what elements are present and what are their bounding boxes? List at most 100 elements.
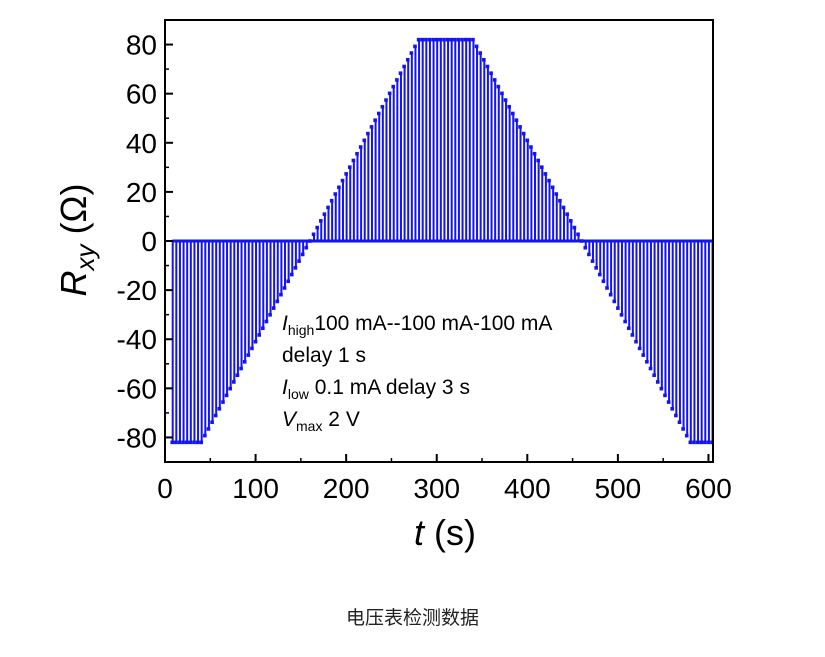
y-tick-label: -40: [117, 324, 157, 355]
y-tick-label: 0: [141, 226, 157, 257]
data-point: [677, 420, 682, 425]
data-point: [601, 279, 606, 284]
data-point: [706, 440, 711, 445]
data-point: [474, 44, 479, 49]
y-axis-label: Rxy (Ω): [53, 184, 100, 297]
data-point: [525, 138, 530, 143]
data-point: [511, 111, 515, 116]
data-point: [318, 219, 323, 223]
data-point: [540, 165, 544, 169]
data-point: [529, 145, 533, 149]
x-tick-label: 400: [504, 473, 551, 504]
data-point: [351, 158, 356, 163]
data-point: [681, 427, 685, 431]
data-point: [369, 125, 374, 129]
data-point: [590, 259, 595, 263]
data-point: [235, 373, 240, 378]
data-point: [250, 346, 254, 351]
annotation-line-1: Ihigh100 mA--100 mA-100 mA: [282, 312, 552, 338]
data-point: [398, 71, 403, 76]
data-point: [695, 440, 700, 445]
data-point: [558, 198, 562, 203]
y-tick-label: -80: [117, 422, 157, 453]
y-tick-label: 40: [126, 128, 157, 159]
data-point: [637, 346, 642, 351]
data-point: [471, 37, 475, 42]
data-point: [290, 272, 294, 277]
data-point: [703, 440, 707, 445]
data-point: [427, 37, 432, 42]
annotation: Ihigh100 mA--100 mA-100 mA delay 1 s Ilo…: [282, 312, 552, 434]
data-point: [210, 420, 214, 425]
data-point: [561, 205, 566, 210]
x-tick-label: 100: [232, 473, 279, 504]
data-point: [507, 104, 511, 109]
data-point: [326, 205, 330, 210]
data-point: [246, 353, 251, 357]
data-point: [170, 440, 175, 445]
data-point: [380, 104, 385, 109]
data-point: [416, 37, 421, 42]
data-point: [666, 400, 671, 404]
data-point: [554, 192, 559, 196]
data-point: [630, 333, 635, 337]
data-point: [449, 37, 454, 42]
data-point: [655, 380, 660, 384]
data-point: [663, 393, 667, 398]
data-point: [485, 64, 490, 69]
data-point: [587, 252, 591, 257]
data-point: [413, 44, 417, 49]
data-point: [337, 185, 341, 190]
data-point: [594, 266, 598, 270]
y-tick-label: 80: [126, 30, 157, 61]
data-point: [405, 57, 410, 62]
data-point: [333, 192, 338, 196]
data-point: [213, 413, 218, 418]
data-point: [257, 333, 262, 337]
data-point: [543, 172, 548, 176]
data-point: [467, 37, 472, 42]
data-point: [268, 313, 272, 317]
data-point: [670, 406, 675, 411]
data-point: [293, 266, 298, 270]
data-point: [521, 131, 526, 136]
data-point: [347, 165, 352, 169]
data-point: [358, 145, 363, 149]
data-point: [616, 306, 620, 310]
data-point: [583, 245, 588, 250]
data-point: [329, 198, 334, 203]
data-point: [373, 118, 377, 122]
data-point: [608, 292, 613, 297]
data-point: [568, 219, 573, 223]
data-point: [300, 252, 305, 257]
data-point: [264, 319, 269, 324]
data-point: [496, 84, 501, 89]
data-point: [174, 440, 178, 445]
data-point: [420, 37, 425, 42]
data-point: [688, 440, 693, 445]
y-tick-label: 60: [126, 79, 157, 110]
data-point: [445, 37, 450, 42]
y-tick-label: -20: [117, 275, 157, 306]
data-point: [203, 433, 207, 438]
data-point: [192, 440, 196, 445]
data-point: [652, 373, 656, 378]
data-point: [239, 366, 243, 371]
data-point: [565, 212, 569, 216]
data-point: [605, 286, 609, 290]
data-point: [442, 37, 446, 42]
data-point: [714, 441, 718, 445]
x-axis: 0 100 200 300 400 500 600: [157, 454, 732, 504]
data-point: [463, 37, 468, 42]
data-point: [710, 440, 713, 445]
data-point: [612, 299, 617, 304]
data-point: [181, 440, 185, 445]
data-point: [424, 37, 428, 42]
data-point: [645, 360, 649, 364]
data-point: [659, 386, 664, 391]
data-point: [550, 185, 555, 190]
data-point: [641, 353, 646, 357]
figure-caption: 电压表检测数据: [345, 607, 479, 629]
x-tick-label: 200: [323, 473, 370, 504]
data-point: [536, 158, 540, 163]
